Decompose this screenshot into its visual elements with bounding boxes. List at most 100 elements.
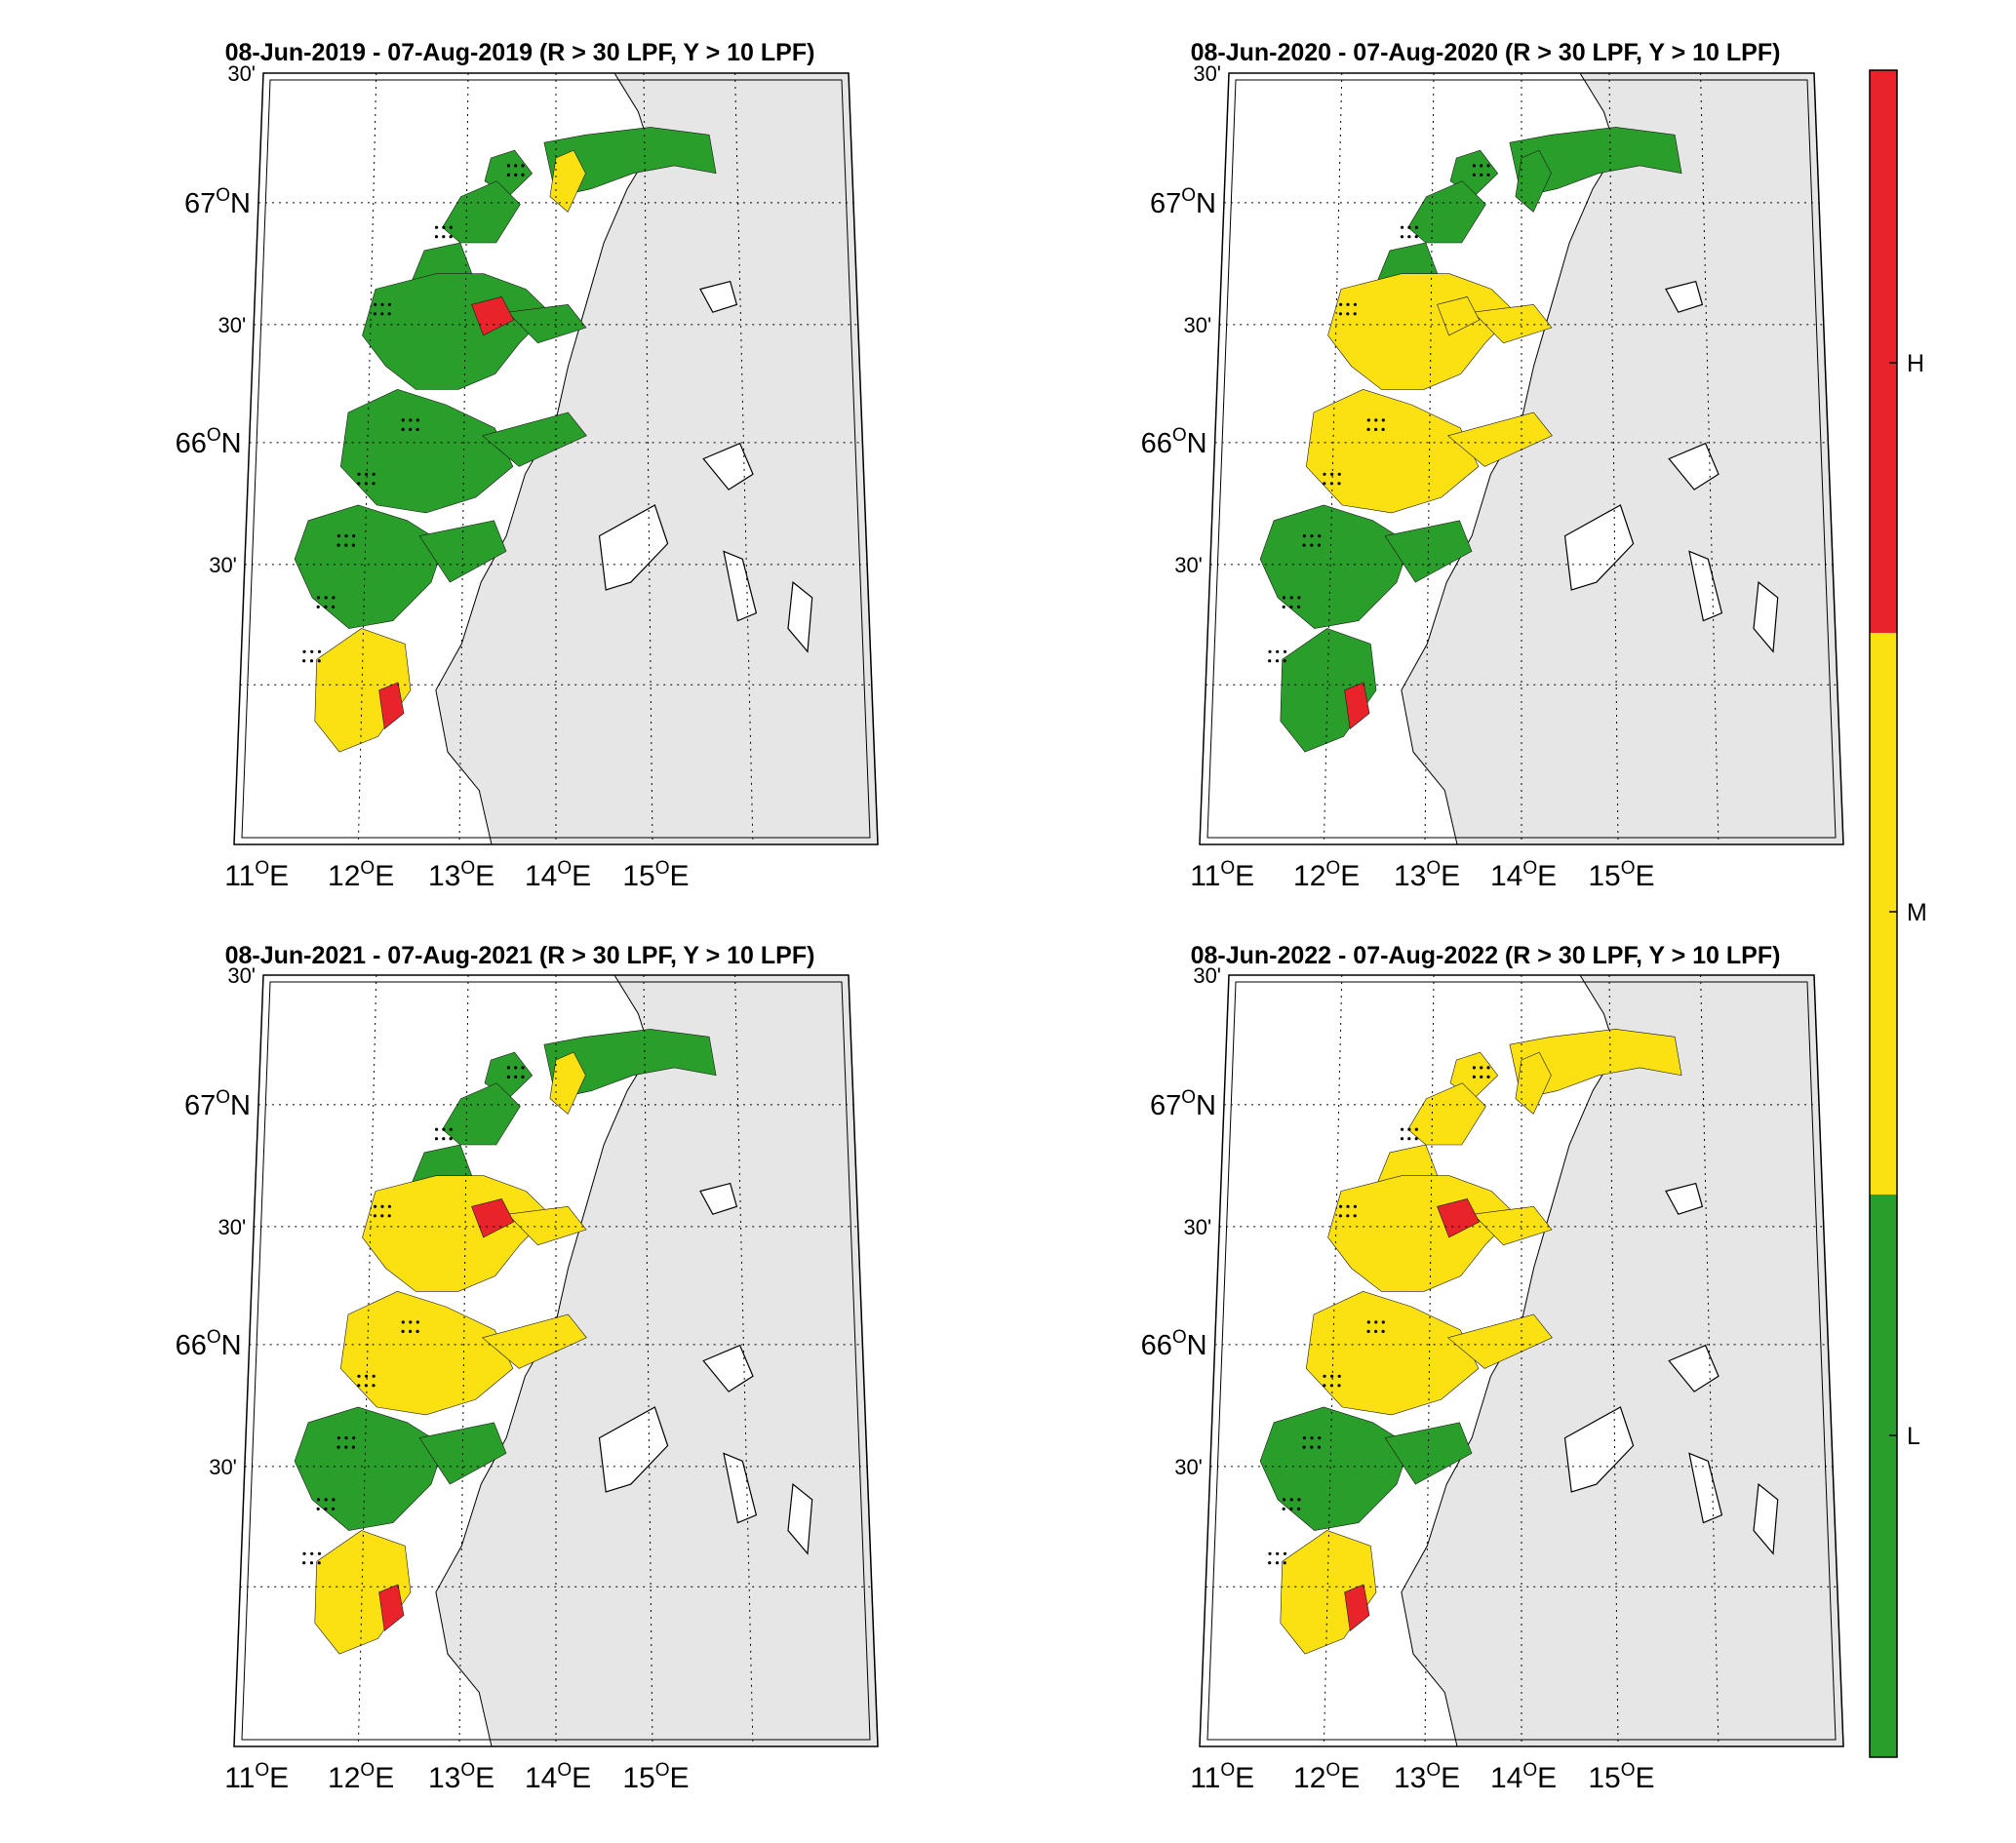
- lat-label-67: 67ON: [1150, 185, 1216, 219]
- lon-label-12: 12OE: [328, 858, 394, 892]
- island-dot: [1302, 534, 1306, 538]
- island-dot: [442, 225, 446, 229]
- lake-4: [723, 550, 758, 622]
- island-dot: [387, 1204, 391, 1208]
- island-dot: [302, 1551, 306, 1555]
- island-dot: [1374, 427, 1378, 431]
- longitude-line: [357, 974, 377, 1747]
- island-dot: [514, 1075, 518, 1078]
- island-dot: [1346, 312, 1350, 316]
- island-dot: [380, 302, 384, 306]
- island-dot: [1297, 596, 1301, 600]
- lat-minute-label: 30': [1193, 963, 1221, 988]
- island-dot: [310, 1551, 314, 1555]
- island-dot: [1480, 1075, 1483, 1078]
- lake-1: [1665, 1182, 1704, 1215]
- map-frame-inner: [1206, 79, 1837, 839]
- lon-label-11: 11OE: [224, 858, 289, 892]
- island-dot: [506, 1075, 511, 1078]
- zone-middle-2: [481, 1314, 587, 1369]
- map-panel-2020: 67ON 66ON 30' 30' 30' 11OE 12OE 13OE 14OE 15OE: [1141, 61, 1844, 892]
- zone-tjeldsund-1: [549, 149, 586, 213]
- map-frame-inner: [241, 981, 871, 1741]
- island-dot: [1366, 1320, 1370, 1324]
- island-dot: [336, 1445, 340, 1449]
- island-dot: [1337, 1374, 1341, 1378]
- island-dot: [1486, 1066, 1490, 1070]
- colorbar-high-segment: [1870, 70, 1897, 633]
- island-dot: [351, 543, 355, 547]
- islands: [1268, 164, 1490, 663]
- zone-hotspot-a-1: [1437, 1198, 1481, 1238]
- zone-hotspot-a-1: [471, 1198, 515, 1238]
- island-dot: [442, 1137, 446, 1141]
- zone-upper-2: [506, 1205, 587, 1246]
- island-dot: [1329, 482, 1333, 486]
- lake-1: [699, 280, 738, 313]
- lon-label-15: 15OE: [622, 1760, 689, 1794]
- island-dot: [364, 1384, 368, 1388]
- island-dot: [1381, 1320, 1385, 1324]
- zone-tjeldsund-1: [1515, 1051, 1552, 1115]
- island-dot: [316, 1507, 320, 1510]
- island-dot: [372, 482, 376, 486]
- zone-middle-1: [1305, 1290, 1480, 1416]
- island-dot: [1297, 1498, 1301, 1502]
- island-dot: [357, 1384, 361, 1388]
- island-dot: [442, 1127, 446, 1131]
- island-dot: [310, 649, 314, 653]
- lake-5: [1753, 580, 1779, 653]
- lake-3: [598, 504, 669, 591]
- island-dot: [336, 534, 340, 538]
- island-dot: [449, 225, 453, 229]
- island-dot: [1337, 472, 1341, 476]
- island-dot: [372, 1374, 376, 1378]
- island-dot: [415, 418, 419, 422]
- island-dot: [1276, 1551, 1280, 1555]
- island-dot: [401, 418, 405, 422]
- island-dot: [514, 173, 518, 176]
- lon-label-15: 15OE: [1588, 858, 1654, 892]
- longitude-line: [643, 974, 653, 1747]
- zone-upper-2: [1472, 1205, 1553, 1246]
- lat-label-67: 67ON: [184, 1087, 251, 1121]
- island-dot: [1472, 1066, 1476, 1070]
- lat-label-66: 66ON: [176, 1327, 242, 1361]
- lake-3: [1563, 1406, 1635, 1493]
- island-dot: [1283, 1561, 1286, 1565]
- island-dot: [344, 534, 348, 538]
- island-dot: [332, 1498, 336, 1502]
- lat-minute-label: 30': [227, 61, 256, 86]
- island-dot: [415, 427, 419, 431]
- island-dot: [324, 605, 328, 609]
- island-dot: [364, 482, 368, 486]
- colorbar-label-m: M: [1907, 899, 1927, 926]
- longitude-line: [1700, 72, 1720, 845]
- island-dot: [409, 1320, 413, 1324]
- longitude-line: [734, 72, 754, 845]
- island-dot: [352, 1436, 356, 1440]
- lake-4: [1688, 550, 1723, 622]
- island-dot: [514, 164, 518, 168]
- island-dot: [1297, 1507, 1301, 1510]
- island-dot: [1302, 1436, 1306, 1440]
- island-dot: [1339, 302, 1343, 306]
- colorbar-label-l: L: [1907, 1423, 1920, 1450]
- lat-minute-label: 30': [1174, 553, 1203, 577]
- island-dot: [365, 1374, 369, 1378]
- island-dot: [415, 1329, 419, 1333]
- longitude-line: [458, 974, 469, 1747]
- panel-title-1: 08-Jun-2019 - 07-Aug-2019 (R > 30 LPF, Y…: [225, 39, 815, 66]
- island-dot: [1275, 1561, 1280, 1565]
- island-dot: [1486, 164, 1490, 168]
- lat-label-66: 66ON: [176, 425, 242, 459]
- island-dot: [1414, 235, 1418, 239]
- island-dot: [1486, 1075, 1490, 1078]
- island-dot: [357, 472, 361, 476]
- zone-middle-2: [481, 412, 587, 467]
- island-dot: [372, 472, 376, 476]
- island-dot: [1289, 1507, 1293, 1510]
- lat-minute-label: 30': [209, 1455, 237, 1479]
- zone-middle-2: [1446, 412, 1553, 467]
- island-dot: [1282, 605, 1285, 609]
